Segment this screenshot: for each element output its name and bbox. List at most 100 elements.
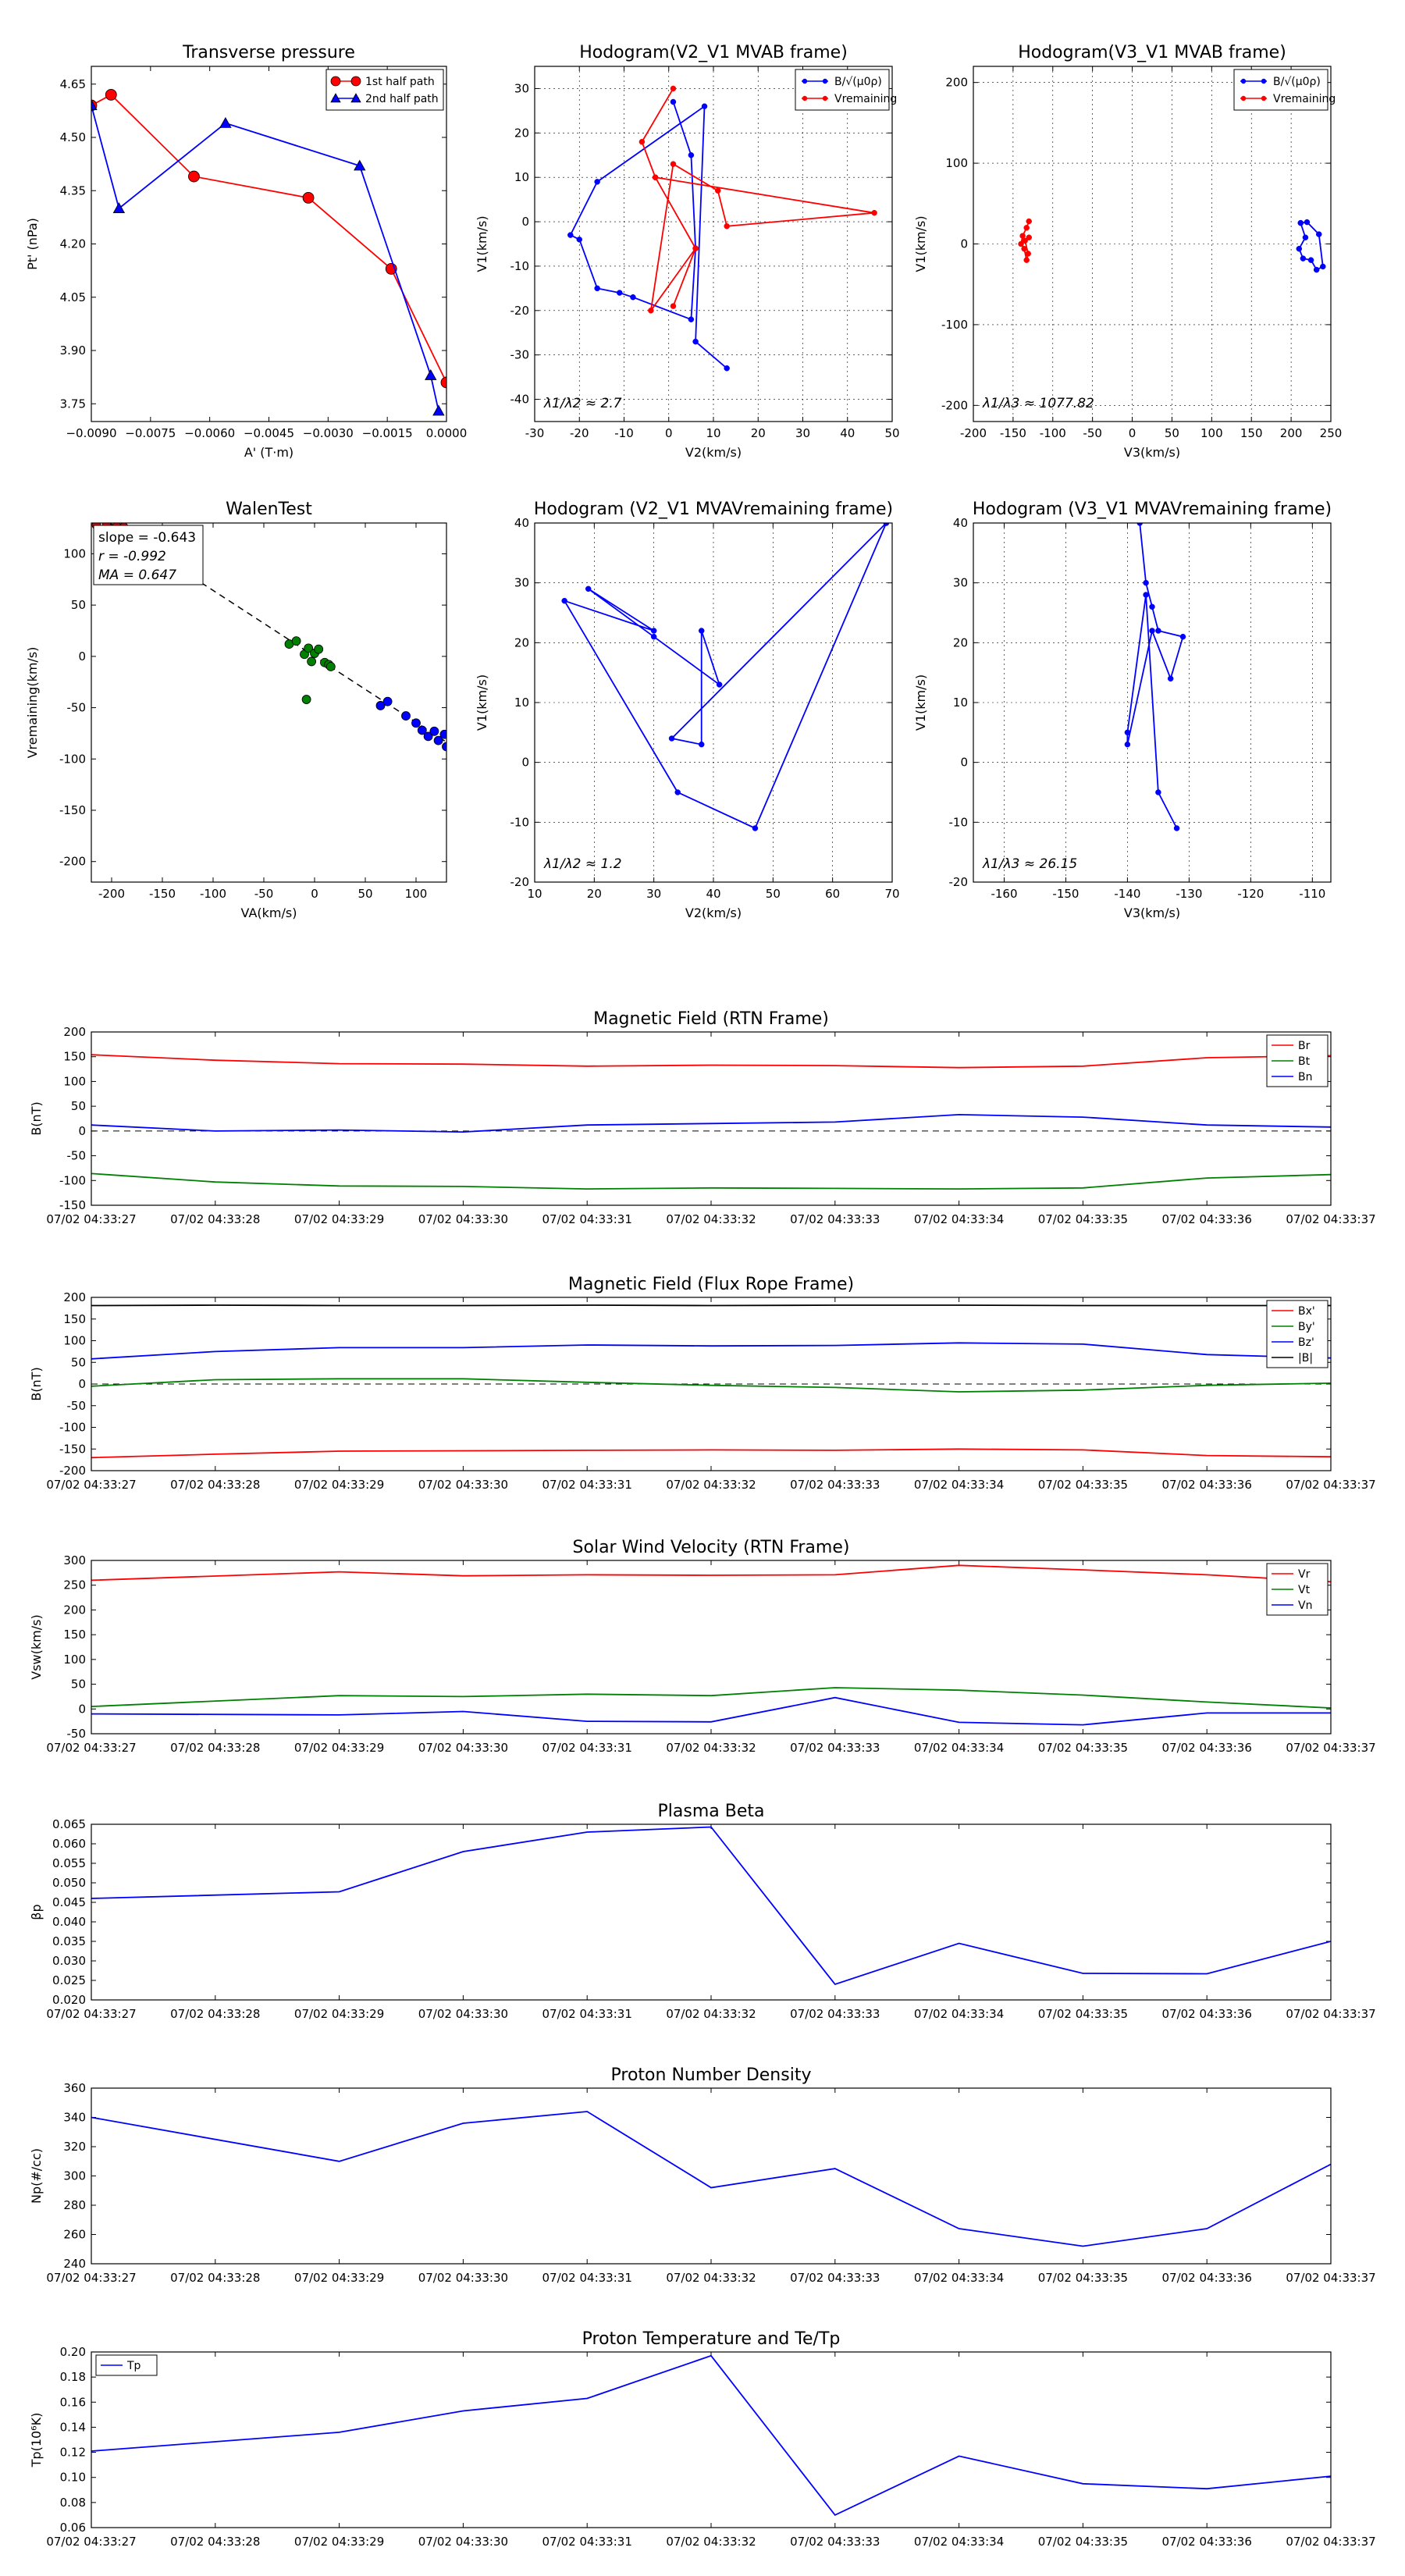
x-axis-label: V3(km/s) — [1124, 906, 1180, 920]
y-tick-label: 0 — [521, 756, 529, 770]
data-point — [1315, 231, 1322, 237]
x-tick-label: 07/02 04:33:34 — [914, 2007, 1004, 2021]
data-point — [594, 285, 600, 292]
chart-title: Transverse pressure — [182, 43, 355, 62]
x-tick-label: 07/02 04:33:30 — [418, 2271, 508, 2285]
legend-label: Vremaining — [1273, 93, 1336, 105]
chart-title: Hodogram (V3_V1 MVAVremaining frame) — [973, 500, 1332, 519]
x-tick-label: -100 — [200, 887, 226, 901]
series-line-Br — [91, 1054, 1331, 1069]
y-tick-label: 4.05 — [60, 290, 86, 304]
data-point — [674, 789, 681, 795]
legend-label: B/√(μ0ρ) — [834, 76, 882, 88]
y-tick-label: 240 — [63, 2257, 86, 2271]
y-axis-label: Np(#/cc) — [29, 2148, 44, 2204]
legend-marker — [802, 78, 808, 84]
x-tick-label: 200 — [1280, 426, 1303, 440]
y-tick-label: 200 — [63, 1290, 86, 1304]
y-tick-label: 340 — [63, 2111, 86, 2125]
x-tick-label: 07/02 04:33:33 — [790, 1741, 880, 1755]
ratio-annotation: λ1/λ2 ≈ 2.7 — [543, 396, 622, 411]
x-tick-label: 07/02 04:33:34 — [914, 1741, 1004, 1755]
data-point — [1149, 603, 1155, 610]
x-tick-label: 07/02 04:33:30 — [418, 2007, 508, 2021]
x-tick-label: 07/02 04:33:31 — [542, 2007, 632, 2021]
axes-frame — [91, 2351, 1332, 2528]
y-tick-label: -200 — [941, 398, 968, 412]
legend-label: 1st half path — [365, 76, 435, 88]
data-point — [670, 85, 677, 92]
data-point — [716, 681, 723, 688]
x-tick-label: -10 — [614, 426, 634, 440]
y-tick-label: 150 — [63, 1050, 86, 1064]
series-line-Vn — [91, 1696, 1331, 1726]
legend-label: Vr — [1298, 1568, 1311, 1581]
legend-label: B/√(μ0ρ) — [1273, 76, 1321, 88]
data-point — [1143, 579, 1149, 586]
legend-marker — [1240, 78, 1247, 84]
chart-walen-test: WalenTest -200 -150 -100 -50 0 50 100 -200 -150 -1… — [25, 500, 447, 920]
x-tick-label: 100 — [405, 887, 428, 901]
x-tick-label: 60 — [825, 887, 840, 901]
legend-marker — [1261, 78, 1267, 84]
data-point — [1021, 245, 1027, 252]
y-tick-label: 20 — [514, 126, 529, 140]
data-point-blue — [411, 718, 421, 728]
data-point — [668, 735, 675, 742]
y-axis-label: Tp(10⁶K) — [29, 2413, 44, 2468]
y-tick-label: 200 — [63, 1025, 86, 1039]
x-tick-label: 07/02 04:33:35 — [1038, 1741, 1128, 1755]
data-point — [594, 179, 600, 185]
panel-title: Magnetic Field (Flux Rope Frame) — [568, 1275, 854, 1294]
x-tick-label: 07/02 04:33:29 — [294, 1478, 384, 1492]
x-tick-label: 50 — [884, 426, 899, 440]
data-point — [617, 290, 623, 296]
x-tick-label: -130 — [1176, 887, 1202, 901]
data-point — [1320, 263, 1326, 270]
data-point — [1026, 234, 1032, 240]
y-tick-label: 3.75 — [60, 397, 86, 411]
x-tick-label: 07/02 04:33:27 — [46, 1741, 136, 1755]
x-tick-label: -120 — [1237, 887, 1264, 901]
data-point-blue — [423, 731, 433, 742]
chart-transverse-pressure: Transverse pressure −0.0090 −0.0075 −0.0060… — [25, 43, 467, 460]
y-axis-label: V1(km/s) — [913, 674, 928, 731]
x-tick-label: 07/02 04:33:33 — [790, 1478, 880, 1492]
y-tick-label: 10 — [514, 170, 529, 184]
x-tick-label: 07/02 04:33:30 — [418, 1741, 508, 1755]
y-tick-label: 4.35 — [60, 183, 86, 197]
x-tick-label: -150 — [1000, 426, 1026, 440]
x-tick-label: 07/02 04:33:35 — [1038, 2271, 1128, 2285]
x-tick-label: 07/02 04:33:29 — [294, 2007, 384, 2021]
y-tick-label: 50 — [71, 1099, 86, 1113]
x-tick-label: 07/02 04:33:37 — [1286, 1741, 1375, 1755]
x-tick-label: 07/02 04:33:31 — [542, 2271, 632, 2285]
data-point — [670, 161, 677, 167]
x-tick-label: −0.0030 — [303, 426, 354, 440]
series-line-Bn — [91, 1113, 1331, 1133]
y-tick-label: 0.20 — [60, 2345, 86, 2359]
axes-frame — [91, 2087, 1332, 2265]
x-tick-label: 0 — [665, 426, 673, 440]
x-tick-label: 07/02 04:33:37 — [1286, 1212, 1375, 1226]
data-point — [1155, 628, 1161, 634]
x-tick-label: 40 — [840, 426, 855, 440]
plot-area — [91, 1054, 1331, 1190]
data-point — [1304, 219, 1311, 226]
y-tick-label: -100 — [941, 318, 968, 332]
x-tick-label: 07/02 04:33:34 — [914, 1478, 1004, 1492]
y-tick-label: 0.18 — [60, 2370, 86, 2384]
data-point — [425, 369, 437, 380]
data-point — [576, 237, 582, 243]
y-tick-label: 4.65 — [60, 77, 86, 91]
series-line-0 — [563, 523, 887, 830]
y-tick-label: 150 — [63, 1628, 86, 1642]
x-tick-label: 07/02 04:33:35 — [1038, 2007, 1128, 2021]
legend-marker — [1261, 95, 1267, 101]
data-point-green — [325, 662, 336, 671]
data-point — [1155, 789, 1161, 795]
y-tick-label: 250 — [63, 1578, 86, 1592]
data-point — [688, 152, 695, 158]
y-tick-label: 0.10 — [60, 2471, 86, 2485]
series-line-Bx' — [91, 1448, 1331, 1459]
